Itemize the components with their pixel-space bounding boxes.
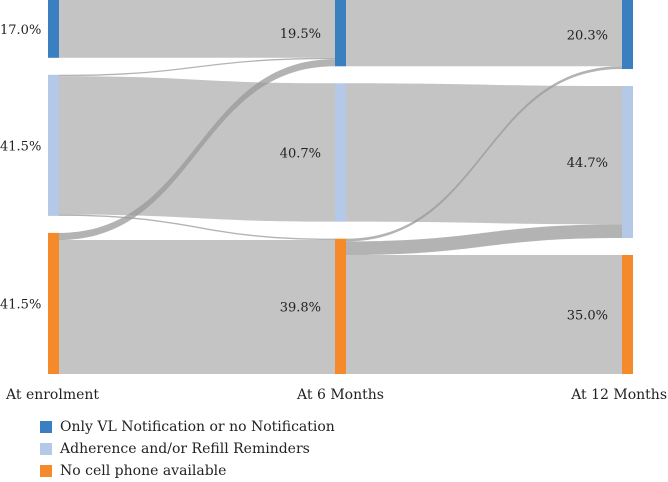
- legend-label-reminders: Adherence and/or Refill Reminders: [60, 441, 310, 457]
- flow-s1-none-to-none: [346, 255, 622, 374]
- flow-s1-vl-to-vl: [346, 0, 622, 67]
- share-label-stage0-rem: 41.5%: [0, 139, 41, 154]
- sankey-chart: 17.0% 41.5% 41.5% 19.5% 40.7% 39.8% 20.3% 44.7%…: [0, 0, 667, 403]
- node-stage2-none: [622, 255, 633, 374]
- flow-s0-vl-to-vl: [59, 0, 335, 58]
- legend-swatch-no-phone: [40, 465, 52, 477]
- share-label-stage0-vl: 17.0%: [0, 23, 41, 38]
- stage-label-2: At 12 Months: [570, 387, 667, 403]
- share-label-stage2-vl: 20.3%: [567, 29, 608, 44]
- share-label-stage1-none: 39.8%: [280, 300, 321, 315]
- flow-s0-rem-to-vl: [59, 57, 335, 77]
- share-label-stage1-vl: 19.5%: [280, 27, 321, 42]
- legend-swatch-reminders: [40, 443, 52, 455]
- legend: Only VL Notification or no Notification …: [40, 416, 335, 482]
- flow-s1-none-to-vl: [346, 66, 622, 242]
- node-stage0-vl: [48, 0, 59, 58]
- node-stage1-none: [335, 238, 346, 374]
- node-stage2-vl: [622, 0, 633, 70]
- share-label-stage2-rem: 44.7%: [567, 156, 608, 171]
- legend-swatch-vl: [40, 421, 52, 433]
- node-stage0-none: [48, 232, 59, 374]
- share-label-stage0-none: 41.5%: [0, 297, 41, 312]
- legend-label-no-phone: No cell phone available: [60, 463, 227, 479]
- flow-s0-none-to-vl: [59, 59, 335, 241]
- flow-s0-rem-to-none: [59, 214, 335, 241]
- legend-item-vl-notification: Only VL Notification or no Notification: [40, 416, 335, 438]
- node-stage2-rem: [622, 86, 633, 239]
- legend-label-vl: Only VL Notification or no Notification: [60, 419, 335, 435]
- flow-s0-none-to-none: [59, 240, 335, 374]
- stage-label-0: At enrolment: [5, 387, 99, 403]
- node-stage1-rem: [335, 83, 346, 222]
- share-label-stage1-rem: 40.7%: [280, 146, 321, 161]
- share-label-stage2-none: 35.0%: [567, 309, 608, 324]
- flow-s1-none-to-rem: [346, 224, 622, 255]
- node-stage0-rem: [48, 74, 59, 216]
- node-stage1-vl: [335, 0, 346, 67]
- legend-item-reminders: Adherence and/or Refill Reminders: [40, 438, 335, 460]
- stage-label-1: At 6 Months: [296, 387, 384, 403]
- legend-item-no-phone: No cell phone available: [40, 460, 335, 482]
